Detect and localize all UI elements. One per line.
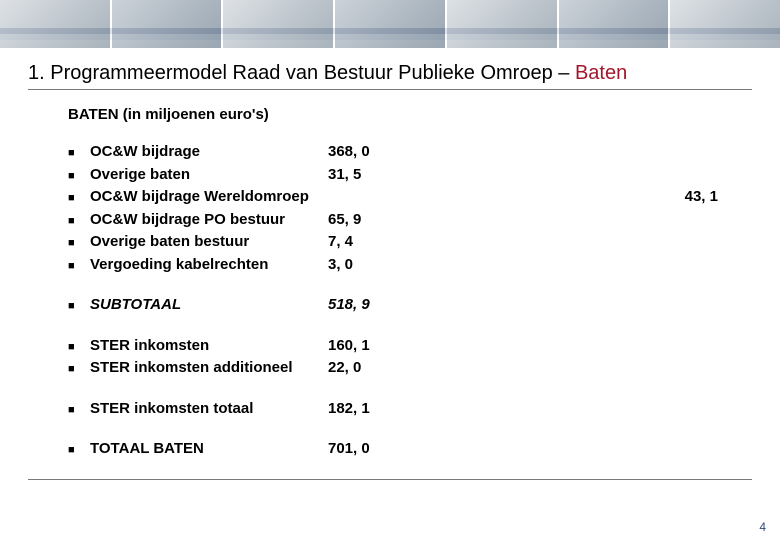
line-item: ■STER inkomsten additioneel22, 0 (68, 357, 752, 380)
bullet-icon: ■ (68, 361, 90, 378)
line-label: STER inkomsten (90, 335, 328, 358)
bullet-icon: ■ (68, 235, 90, 252)
line-group: ■STER inkomsten160, 1■STER inkomsten add… (68, 335, 752, 380)
bullet-icon: ■ (68, 442, 90, 459)
banner-tile (112, 0, 224, 48)
title-accent: Baten (575, 62, 627, 84)
line-item-list: ■OC&W bijdrage368, 0■Overige baten31, 5■… (68, 141, 752, 461)
bullet-icon: ■ (68, 298, 90, 315)
line-item: ■SUBTOTAAL518, 9 (68, 294, 752, 317)
banner-tile (559, 0, 671, 48)
bullet-icon: ■ (68, 258, 90, 275)
line-value: 182, 1 (328, 398, 388, 421)
banner-tile (0, 0, 112, 48)
line-value: 31, 5 (328, 164, 388, 187)
line-label: SUBTOTAAL (90, 294, 328, 317)
line-item: ■OC&W bijdrage PO bestuur65, 9 (68, 209, 752, 232)
bullet-icon: ■ (68, 339, 90, 356)
line-item: ■Overige baten31, 5 (68, 164, 752, 187)
bottom-rule (28, 479, 752, 480)
line-item: ■OC&W bijdrage Wereldomroep 43, 1 (68, 186, 752, 209)
line-value: 368, 0 (328, 141, 388, 164)
line-item: ■OC&W bijdrage368, 0 (68, 141, 752, 164)
line-item: ■STER inkomsten160, 1 (68, 335, 752, 358)
bullet-icon: ■ (68, 168, 90, 185)
header-banner (0, 0, 780, 48)
line-group: ■SUBTOTAAL518, 9 (68, 294, 752, 317)
bullet-icon: ■ (68, 190, 90, 207)
line-value: 3, 0 (328, 254, 388, 277)
line-item: ■Vergoeding kabelrechten3, 0 (68, 254, 752, 277)
slide-body: 1. Programmeermodel Raad van Bestuur Pub… (0, 48, 780, 461)
line-item: ■Overige baten bestuur7, 4 (68, 231, 752, 254)
title-rule (28, 89, 752, 90)
line-label: Overige baten bestuur (90, 231, 328, 254)
line-label: STER inkomsten totaal (90, 398, 328, 421)
subtitle: BATEN (in miljoenen euro's) (68, 106, 752, 123)
line-label: OC&W bijdrage Wereldomroep (90, 186, 328, 209)
line-value: 701, 0 (328, 438, 388, 461)
line-group: ■TOTAAL BATEN701, 0 (68, 438, 752, 461)
line-value: 65, 9 (328, 209, 388, 232)
line-value: 160, 1 (328, 335, 388, 358)
bullet-icon: ■ (68, 213, 90, 230)
line-label: OC&W bijdrage (90, 141, 328, 164)
title-prefix: 1. Programmeermodel Raad van Bestuur Pub… (28, 62, 575, 84)
line-label: OC&W bijdrage PO bestuur (90, 209, 328, 232)
line-value: 518, 9 (328, 294, 388, 317)
banner-tile (447, 0, 559, 48)
bullet-icon: ■ (68, 145, 90, 162)
line-item: ■TOTAAL BATEN701, 0 (68, 438, 752, 461)
line-item: ■STER inkomsten totaal182, 1 (68, 398, 752, 421)
line-group: ■STER inkomsten totaal182, 1 (68, 398, 752, 421)
banner-tile (223, 0, 335, 48)
bullet-icon: ■ (68, 402, 90, 419)
page-number: 4 (759, 520, 766, 534)
line-value: 7, 4 (328, 231, 388, 254)
line-label: Vergoeding kabelrechten (90, 254, 328, 277)
line-label: STER inkomsten additioneel (90, 357, 328, 380)
slide-title: 1. Programmeermodel Raad van Bestuur Pub… (28, 62, 752, 85)
line-group: ■OC&W bijdrage368, 0■Overige baten31, 5■… (68, 141, 752, 276)
line-value: 22, 0 (328, 357, 388, 380)
banner-tile (670, 0, 780, 48)
line-value-secondary: 43, 1 (388, 186, 718, 209)
line-label: TOTAAL BATEN (90, 438, 328, 461)
banner-tile (335, 0, 447, 48)
line-label: Overige baten (90, 164, 328, 187)
